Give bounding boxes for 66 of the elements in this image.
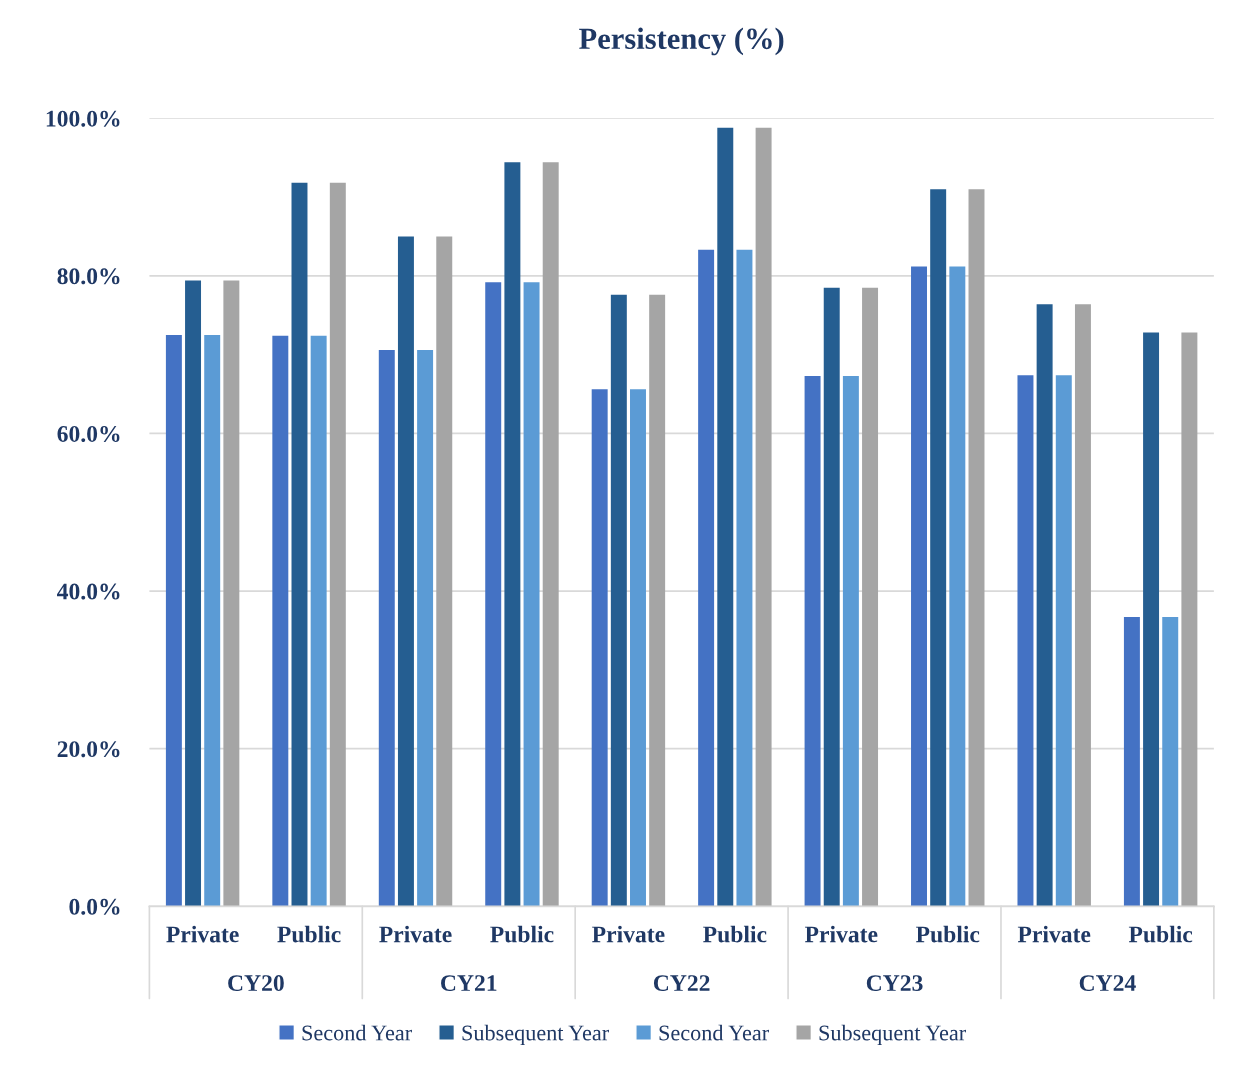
bar bbox=[968, 189, 985, 907]
chart-title: Persistency (%) bbox=[579, 27, 784, 56]
y-tick-label: 100.0% bbox=[46, 110, 120, 127]
y-tick-label: 20.0% bbox=[57, 741, 120, 758]
bar bbox=[378, 349, 395, 907]
bar bbox=[1036, 304, 1053, 907]
bar bbox=[310, 335, 327, 907]
x-tick-label: Public bbox=[277, 925, 341, 943]
legend-label: Subsequent Year bbox=[819, 1024, 966, 1045]
bar bbox=[698, 249, 715, 907]
x-tick-label: Private bbox=[166, 925, 239, 943]
legend-label: Second Year bbox=[302, 1024, 412, 1041]
bar bbox=[291, 182, 308, 907]
x-tick-label: Private bbox=[1017, 925, 1091, 943]
bar bbox=[911, 266, 927, 907]
x-tick-label: Private bbox=[805, 925, 878, 943]
bar bbox=[542, 162, 559, 907]
bar bbox=[1074, 304, 1091, 907]
bar bbox=[1017, 375, 1034, 907]
bar bbox=[485, 282, 502, 907]
bar bbox=[329, 182, 346, 907]
bar bbox=[223, 280, 240, 907]
bar bbox=[630, 389, 646, 907]
x-tick-label: Public bbox=[916, 925, 980, 943]
bar bbox=[1162, 617, 1179, 907]
text: CY24 bbox=[1079, 975, 1136, 992]
bar bbox=[417, 349, 434, 907]
x-tick-label: Public bbox=[703, 925, 767, 943]
x-tick-label: Private bbox=[379, 925, 452, 943]
bar bbox=[842, 375, 859, 907]
y-tick-label: 60.0% bbox=[57, 425, 120, 442]
bar bbox=[649, 294, 666, 907]
bar bbox=[736, 249, 753, 907]
bar bbox=[717, 127, 734, 907]
bar bbox=[165, 334, 182, 907]
y-tick-label: 0.0% bbox=[69, 898, 120, 915]
text: CY20 bbox=[228, 975, 284, 992]
x-tick-label: Public bbox=[1128, 925, 1193, 943]
bar bbox=[1055, 375, 1072, 907]
x-tick-label: Private bbox=[592, 925, 665, 943]
text: CY22 bbox=[653, 975, 710, 992]
bar bbox=[930, 189, 947, 907]
bar bbox=[823, 287, 840, 907]
bar bbox=[591, 389, 608, 907]
bar bbox=[523, 282, 540, 907]
bar bbox=[397, 236, 414, 907]
bar bbox=[1123, 617, 1140, 907]
text: CY23 bbox=[866, 975, 923, 992]
legend-label: Subsequent Year bbox=[462, 1024, 609, 1045]
bar bbox=[804, 375, 821, 907]
bar bbox=[272, 335, 289, 907]
bar bbox=[436, 236, 453, 907]
bar bbox=[185, 280, 202, 907]
bar bbox=[610, 294, 627, 907]
bar bbox=[949, 266, 966, 907]
x-tick-label: Public bbox=[490, 925, 554, 943]
bar bbox=[504, 162, 521, 907]
bar bbox=[204, 334, 221, 907]
bar bbox=[755, 127, 772, 907]
legend-label: Second Year bbox=[659, 1024, 769, 1041]
y-tick-label: 80.0% bbox=[57, 268, 120, 285]
bar bbox=[862, 287, 879, 907]
y-tick-label: 40.0% bbox=[57, 583, 120, 600]
text: CY21 bbox=[441, 975, 497, 992]
bar bbox=[1181, 332, 1198, 907]
bar bbox=[1143, 332, 1160, 907]
